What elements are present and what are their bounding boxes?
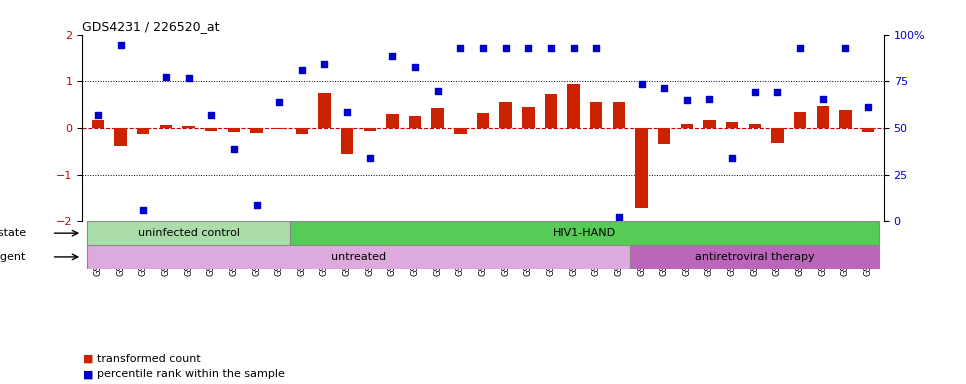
Point bbox=[408, 64, 423, 70]
Bar bbox=[454, 128, 467, 134]
Text: ■: ■ bbox=[83, 354, 94, 364]
Point bbox=[588, 45, 604, 51]
Point bbox=[135, 207, 151, 213]
Bar bbox=[630, 245, 879, 269]
Point bbox=[384, 53, 400, 59]
Bar bbox=[862, 128, 874, 132]
Point bbox=[158, 73, 174, 79]
Point bbox=[475, 45, 491, 51]
Bar bbox=[92, 119, 104, 128]
Text: HIV1-HAND: HIV1-HAND bbox=[554, 228, 616, 238]
Bar bbox=[183, 126, 195, 128]
Bar bbox=[658, 128, 670, 144]
Text: percentile rank within the sample: percentile rank within the sample bbox=[97, 369, 284, 379]
Bar bbox=[567, 84, 580, 128]
Bar bbox=[250, 128, 263, 132]
Point bbox=[317, 60, 332, 66]
Bar bbox=[590, 102, 603, 128]
Bar bbox=[839, 110, 852, 128]
Bar bbox=[341, 128, 354, 154]
Point bbox=[724, 155, 740, 161]
Point bbox=[543, 45, 558, 51]
Bar bbox=[291, 221, 879, 245]
Bar bbox=[499, 102, 512, 128]
Point bbox=[204, 112, 219, 118]
Text: ■: ■ bbox=[83, 369, 94, 379]
Point bbox=[838, 45, 853, 51]
Bar bbox=[545, 94, 557, 128]
Point bbox=[861, 104, 876, 110]
Point bbox=[113, 42, 128, 48]
Point bbox=[566, 45, 582, 51]
Point bbox=[657, 85, 672, 91]
Bar bbox=[816, 106, 829, 128]
Bar bbox=[205, 128, 217, 131]
Bar bbox=[228, 128, 241, 132]
Bar bbox=[386, 114, 399, 128]
Text: disease state: disease state bbox=[0, 228, 26, 238]
Bar bbox=[794, 112, 807, 128]
Point bbox=[453, 45, 469, 51]
Bar bbox=[159, 125, 172, 128]
Point bbox=[792, 45, 808, 51]
Point bbox=[634, 81, 649, 87]
Bar bbox=[771, 128, 783, 143]
Point bbox=[815, 96, 831, 102]
Bar bbox=[636, 128, 648, 208]
Point bbox=[747, 88, 762, 94]
Point bbox=[521, 45, 536, 51]
Bar bbox=[432, 108, 444, 128]
Text: untreated: untreated bbox=[331, 252, 386, 262]
Bar bbox=[363, 128, 376, 131]
Bar bbox=[725, 122, 738, 128]
Bar bbox=[87, 221, 291, 245]
Bar bbox=[681, 124, 693, 128]
Text: uninfected control: uninfected control bbox=[137, 228, 240, 238]
Text: agent: agent bbox=[0, 252, 26, 262]
Point bbox=[90, 112, 105, 118]
Bar bbox=[114, 128, 127, 146]
Text: GDS4231 / 226520_at: GDS4231 / 226520_at bbox=[82, 20, 219, 33]
Bar bbox=[477, 113, 489, 128]
Point bbox=[226, 146, 242, 152]
Bar bbox=[137, 128, 150, 134]
Point bbox=[294, 66, 309, 73]
Bar bbox=[703, 119, 716, 128]
Bar bbox=[409, 116, 421, 128]
Bar bbox=[749, 124, 761, 128]
Point bbox=[271, 99, 287, 105]
Point bbox=[611, 214, 627, 220]
Point bbox=[362, 155, 378, 161]
Text: antiretroviral therapy: antiretroviral therapy bbox=[695, 252, 814, 262]
Bar bbox=[522, 107, 534, 128]
Bar bbox=[318, 93, 330, 128]
Point bbox=[701, 96, 717, 102]
Point bbox=[770, 88, 785, 94]
Bar bbox=[273, 128, 285, 129]
Bar bbox=[612, 102, 625, 128]
Point bbox=[679, 97, 695, 103]
Bar bbox=[87, 245, 630, 269]
Bar bbox=[296, 128, 308, 134]
Point bbox=[181, 74, 196, 81]
Point bbox=[430, 88, 445, 94]
Point bbox=[497, 45, 513, 51]
Point bbox=[339, 109, 355, 115]
Point bbox=[249, 202, 265, 208]
Text: transformed count: transformed count bbox=[97, 354, 200, 364]
